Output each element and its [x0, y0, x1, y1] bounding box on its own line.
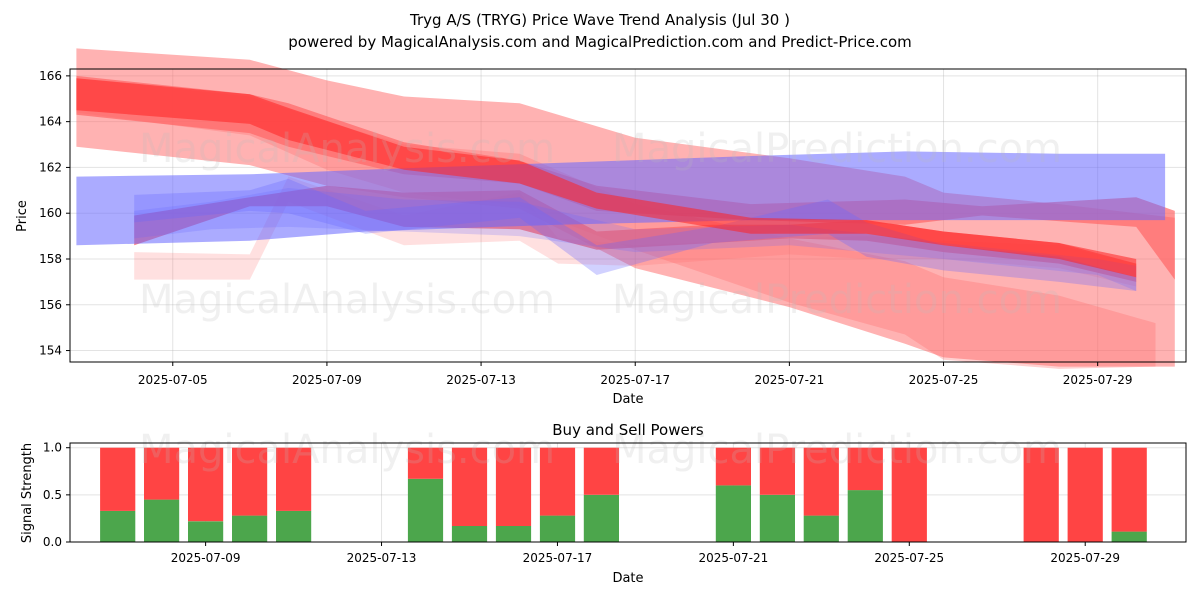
- buy-bar: [232, 515, 268, 542]
- sell-bar: [407, 447, 444, 479]
- figure-title: Tryg A/S (TRYG) Price Wave Trend Analysi…: [409, 11, 790, 29]
- sell-bar: [451, 447, 488, 526]
- price-band-blue-7: [134, 188, 1137, 291]
- signal-x-tick-label: 2025-07-21: [698, 551, 768, 565]
- watermark-analysis-bottom: MagicalAnalysis.com: [139, 427, 555, 473]
- sell-bar: [100, 447, 136, 511]
- buy-bar: [407, 478, 444, 542]
- signal-x-tick-label: 2025-07-17: [523, 551, 593, 565]
- buy-sell-title: Buy and Sell Powers: [552, 421, 704, 439]
- watermark-analysis-mid: MagicalAnalysis.com: [139, 277, 555, 323]
- sell-bar: [1111, 447, 1147, 532]
- price-y-tick-label: 166: [39, 69, 62, 83]
- buy-bar: [144, 499, 180, 542]
- price-bands: [76, 48, 1175, 369]
- price-x-tick-label: 2025-07-09: [292, 373, 362, 387]
- price-band-red-4: [134, 176, 1137, 287]
- price-x-ticks: 2025-07-05 2025-07-09 2025-07-13 2025-07-17…: [138, 362, 1133, 387]
- buy-bar: [759, 494, 795, 542]
- price-band-deep_red-8: [76, 78, 1137, 278]
- signal-bars: [100, 447, 1147, 542]
- sell-bar: [539, 447, 576, 516]
- sell-bar: [583, 447, 619, 495]
- price-x-tick-label: 2025-07-13: [446, 373, 516, 387]
- buy-bar: [583, 494, 619, 542]
- sell-bar: [1067, 447, 1103, 542]
- buy-bar: [100, 510, 136, 542]
- sell-bar: [715, 447, 751, 486]
- signal-y-ticks: 0.0 0.5 1.0: [43, 441, 70, 549]
- signal-y-axis-label: Signal Strength: [20, 443, 35, 543]
- signal-y-tick-label: 0.0: [43, 535, 62, 549]
- price-y-tick-label: 154: [39, 344, 62, 358]
- buy-bar: [803, 515, 839, 542]
- watermark-prediction-mid: MagicalPrediction.com: [612, 277, 1062, 323]
- sell-bar: [495, 447, 532, 526]
- price-watermarks: MagicalAnalysis.com MagicalPrediction.co…: [139, 126, 1062, 323]
- buy-bar: [276, 510, 312, 542]
- buy-bar: [847, 490, 883, 542]
- price-x-tick-label: 2025-07-29: [1063, 373, 1133, 387]
- figure-subtitle: powered by MagicalAnalysis.com and Magic…: [288, 33, 912, 51]
- buy-bar: [539, 515, 576, 542]
- sell-bar: [232, 447, 268, 516]
- price-y-tick-label: 156: [39, 298, 62, 312]
- price-x-tick-label: 2025-07-21: [755, 373, 825, 387]
- price-y-ticks: 154 156 158 160 162 164 166: [39, 69, 70, 358]
- sell-bar: [891, 447, 927, 542]
- price-y-axis-label: Price: [15, 200, 30, 232]
- price-x-tick-label: 2025-07-17: [600, 373, 670, 387]
- signal-plot-frame: [69, 442, 1187, 543]
- price-y-tick-label: 164: [39, 115, 62, 129]
- watermark-analysis-top: MagicalAnalysis.com: [139, 126, 555, 172]
- signal-y-tick-label: 1.0: [43, 441, 62, 455]
- buy-bar: [451, 526, 488, 542]
- signal-x-tick-label: 2025-07-13: [347, 551, 417, 565]
- price-x-tick-label: 2025-07-05: [138, 373, 208, 387]
- sell-bar: [759, 447, 795, 495]
- price-wave-chart: MagicalAnalysis.com MagicalPrediction.co…: [15, 48, 1187, 407]
- price-plot-frame: [69, 68, 1187, 363]
- price-y-tick-label: 160: [39, 206, 62, 220]
- price-band-red-2: [76, 75, 1175, 280]
- watermark-prediction-top: MagicalPrediction.com: [612, 126, 1062, 172]
- signal-y-tick-label: 0.5: [43, 488, 62, 502]
- price-x-tick-label: 2025-07-25: [909, 373, 979, 387]
- sell-bar: [188, 447, 224, 522]
- buy-bar: [715, 485, 751, 542]
- buy-sell-powers-chart: Buy and Sell Powers MagicalAnalysis.com …: [20, 421, 1187, 586]
- signal-x-tick-label: 2025-07-29: [1050, 551, 1120, 565]
- price-y-tick-label: 158: [39, 252, 62, 266]
- sell-bar: [1023, 447, 1059, 542]
- signal-x-tick-label: 2025-07-25: [874, 551, 944, 565]
- signal-x-tick-label: 2025-07-09: [171, 551, 241, 565]
- watermark-prediction-bottom: MagicalPrediction.com: [612, 427, 1062, 473]
- price-x-axis-label: Date: [612, 392, 643, 407]
- signal-watermarks: MagicalAnalysis.com MagicalPrediction.co…: [139, 427, 1062, 473]
- price-y-tick-label: 162: [39, 160, 62, 174]
- sell-bar: [276, 447, 312, 511]
- buy-bar: [188, 521, 224, 542]
- buy-bar: [495, 526, 532, 542]
- signal-x-ticks: 2025-07-09 2025-07-13 2025-07-17 2025-07-21…: [171, 542, 1120, 565]
- sell-bar: [803, 447, 839, 516]
- sell-bar: [847, 447, 883, 491]
- sell-bar: [144, 447, 180, 500]
- signal-x-axis-label: Date: [612, 571, 643, 586]
- buy-bar: [1111, 531, 1147, 542]
